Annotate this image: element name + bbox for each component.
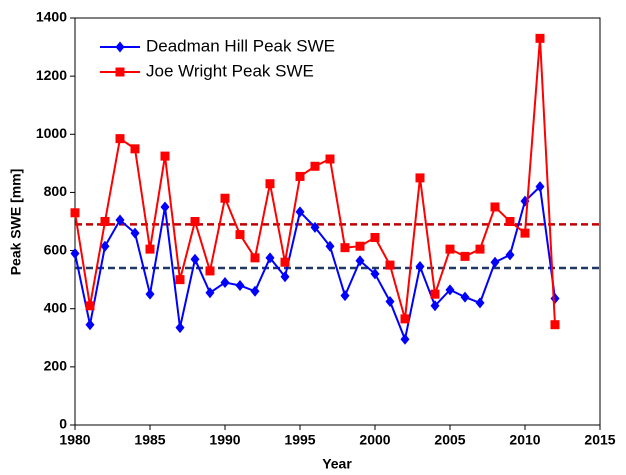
point xyxy=(340,290,350,302)
point xyxy=(310,161,320,171)
point xyxy=(265,252,275,264)
point xyxy=(145,288,155,300)
point xyxy=(295,171,305,181)
point xyxy=(475,244,485,254)
point xyxy=(130,144,140,154)
point xyxy=(415,173,425,183)
plot-area xyxy=(74,17,601,426)
x-tick-label: 2015 xyxy=(584,432,615,448)
x-tick-label: 1985 xyxy=(134,432,165,448)
point xyxy=(265,179,275,189)
point xyxy=(385,260,395,270)
y-tick-label: 200 xyxy=(44,358,68,374)
point xyxy=(250,253,260,263)
y-tick-label: 1200 xyxy=(36,67,67,83)
point xyxy=(160,151,170,161)
point xyxy=(475,297,485,309)
point xyxy=(235,230,245,240)
point xyxy=(100,240,110,252)
point xyxy=(415,261,425,273)
point xyxy=(280,257,290,267)
point xyxy=(100,217,110,226)
point xyxy=(535,181,545,193)
point xyxy=(445,244,455,254)
point xyxy=(370,232,380,242)
point xyxy=(385,295,395,307)
point xyxy=(85,301,95,311)
point xyxy=(145,244,155,254)
point xyxy=(115,67,125,77)
point xyxy=(175,322,185,334)
point xyxy=(220,277,230,289)
point xyxy=(355,241,365,251)
point xyxy=(430,300,440,312)
point xyxy=(445,284,455,296)
point xyxy=(115,41,125,53)
point xyxy=(355,255,365,267)
point xyxy=(505,249,515,261)
point xyxy=(550,293,560,305)
y-tick-label: 1000 xyxy=(36,125,67,141)
x-tick-label: 1990 xyxy=(209,432,240,448)
point xyxy=(400,333,410,345)
point xyxy=(490,202,500,212)
x-tick-label: 1980 xyxy=(59,432,90,448)
point xyxy=(400,314,410,324)
point xyxy=(550,320,560,330)
point xyxy=(520,228,530,238)
x-axis-label: Year xyxy=(322,456,352,472)
point xyxy=(175,275,185,285)
point xyxy=(505,217,515,226)
point xyxy=(220,193,230,203)
point xyxy=(115,214,125,226)
x-tick-label: 2010 xyxy=(509,432,540,448)
point xyxy=(310,221,320,233)
point xyxy=(250,285,260,297)
y-tick-label: 600 xyxy=(44,241,68,257)
point xyxy=(205,266,215,276)
legend-label: Joe Wright Peak SWE xyxy=(146,61,314,80)
point xyxy=(235,279,245,291)
point xyxy=(325,154,335,164)
point xyxy=(535,33,545,43)
y-tick-label: 400 xyxy=(44,299,68,315)
y-tick-label: 800 xyxy=(44,183,68,199)
point xyxy=(70,208,80,218)
x-tick-label: 2005 xyxy=(434,432,465,448)
point xyxy=(115,134,125,144)
point xyxy=(430,289,440,299)
point xyxy=(160,201,170,213)
point xyxy=(295,206,305,218)
point xyxy=(460,291,470,303)
x-tick-label: 1995 xyxy=(284,432,315,448)
point xyxy=(490,256,500,268)
point xyxy=(280,271,290,283)
x-tick-label: 2000 xyxy=(359,432,390,448)
point xyxy=(340,243,350,253)
y-axis-label: Peak SWE [mm] xyxy=(8,169,24,276)
point xyxy=(85,319,95,331)
y-tick-label: 0 xyxy=(59,416,67,432)
point xyxy=(190,217,200,226)
point xyxy=(325,240,335,252)
point xyxy=(205,287,215,299)
point xyxy=(130,227,140,239)
point xyxy=(460,251,470,261)
series-line xyxy=(74,184,556,343)
point xyxy=(190,253,200,265)
legend-label: Deadman Hill Peak SWE xyxy=(146,36,335,55)
point xyxy=(70,247,80,259)
point xyxy=(370,268,380,280)
y-tick-label: 1400 xyxy=(36,9,67,25)
